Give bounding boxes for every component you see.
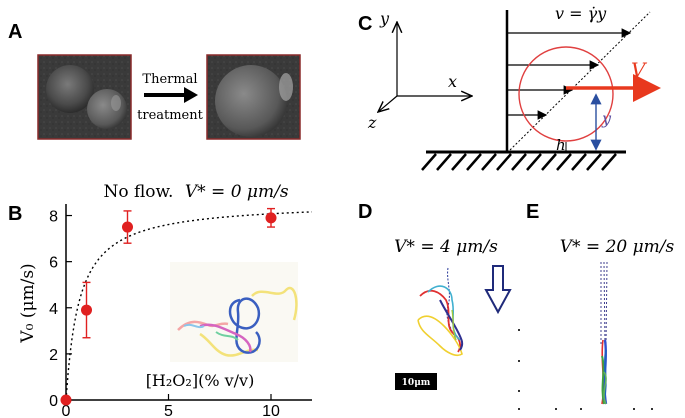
- fit-curve: [65, 211, 313, 401]
- micrograph-after: [206, 54, 301, 140]
- shear-flow-arrows: [507, 11, 651, 151]
- panel-label-b: B: [8, 203, 22, 225]
- thermal-treatment-arrow: Thermal treatment: [137, 72, 203, 123]
- y-tick-label: 0: [49, 393, 58, 410]
- microsphere: [46, 65, 94, 113]
- x-tick-label: 5: [164, 403, 173, 418]
- x-axis-label: [H₂O₂](% v/v): [146, 371, 255, 390]
- flow-equation: v = γ̇y: [555, 4, 607, 23]
- panel-e: E V* = 20 μm/s: [518, 201, 675, 410]
- hatch-line: [601, 153, 617, 171]
- flow-direction-arrow: [484, 265, 512, 315]
- panel-label-d: D: [358, 201, 372, 223]
- panel-d-title: V* = 4 μm/s: [394, 237, 498, 257]
- y-tick-label: 4: [49, 301, 58, 318]
- hatch-line: [556, 153, 572, 171]
- x-tick-label: 0: [62, 403, 71, 418]
- data-point: [122, 221, 133, 233]
- panel-label-e: E: [526, 201, 539, 223]
- hatch-line: [526, 153, 542, 171]
- panel-b: B No flow. V* = 0 μm/s 0 2 4 6 8 0 5 10 V₀ (μm/…: [8, 182, 313, 418]
- floor-hatching: [421, 153, 617, 171]
- y-axis-label: V₀ (μm/s): [18, 263, 38, 343]
- tick-marks-e: [518, 329, 653, 410]
- trajectories-d: [417, 267, 464, 357]
- data-point: [265, 212, 277, 224]
- velocity-label: V: [631, 58, 648, 82]
- axis-label-x: x: [448, 72, 457, 91]
- trajectory-inset: [170, 262, 298, 362]
- x-tick-label: 10: [262, 403, 280, 418]
- micrograph-before: [37, 54, 132, 140]
- y-tick-label: 2: [49, 347, 58, 364]
- arrow-label-treatment: treatment: [137, 108, 203, 123]
- panel-d: D V* = 4 μm/s 10μm: [358, 201, 512, 390]
- hatch-line: [466, 153, 482, 171]
- hatch-line: [421, 153, 437, 171]
- axis-label-z: z: [367, 113, 377, 132]
- data-point: [81, 304, 92, 316]
- hatch-line: [496, 153, 512, 171]
- fused-microsphere: [215, 65, 287, 137]
- panel-e-title: V* = 20 μm/s: [560, 237, 675, 257]
- gap-label-h: h: [556, 136, 566, 154]
- panel-label-a: A: [8, 21, 22, 43]
- coordinate-axes: y x z: [367, 9, 472, 132]
- axis-label-y: y: [379, 9, 390, 28]
- hatch-line: [451, 153, 467, 171]
- trajectories-e: [600, 261, 608, 405]
- hatch-line: [541, 153, 557, 171]
- microsphere: [87, 89, 127, 129]
- hatch-line: [511, 153, 527, 171]
- data-point: [60, 394, 72, 406]
- panel-c: C y x z v = γ̇y V y: [358, 4, 661, 171]
- height-label-y: y: [601, 109, 612, 128]
- hatch-line: [571, 153, 587, 171]
- hatch-line: [586, 153, 602, 171]
- particle-sphere: [518, 46, 614, 142]
- scalebar-label: 10μm: [402, 378, 431, 388]
- y-tick-label: 8: [49, 209, 58, 226]
- y-tick-label: 6: [49, 255, 58, 272]
- panel-a: A Thermal treatment: [8, 21, 301, 140]
- chart-title: No flow. V* = 0 μm/s: [103, 182, 288, 202]
- scalebar: 10μm: [395, 373, 437, 390]
- arrow-label-thermal: Thermal: [142, 72, 197, 87]
- panel-label-c: C: [358, 13, 372, 35]
- chart-b-plot: 0 2 4 6 8 0 5 10: [49, 204, 313, 418]
- hatch-line: [481, 153, 497, 171]
- hatch-line: [436, 153, 452, 171]
